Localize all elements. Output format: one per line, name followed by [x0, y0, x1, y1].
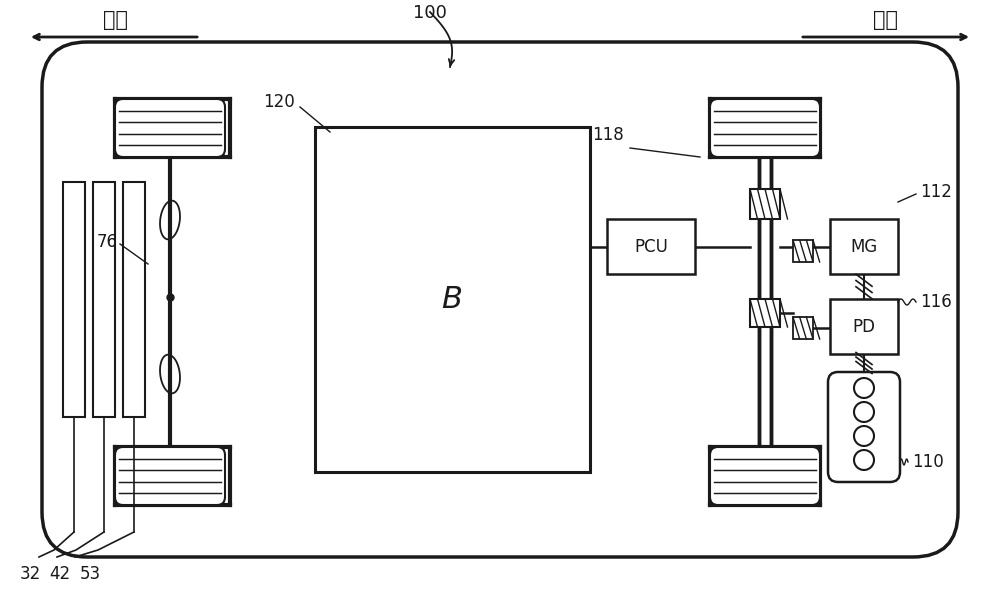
Bar [830, 299, 898, 354]
Bar [793, 317, 813, 339]
Text: 110: 110 [912, 453, 944, 471]
Bar [93, 182, 115, 417]
Text: MG: MG [850, 237, 878, 255]
FancyBboxPatch shape [115, 99, 225, 157]
Text: 118: 118 [592, 126, 624, 144]
Text: 42: 42 [49, 565, 71, 583]
Bar [63, 182, 85, 417]
Bar [315, 127, 590, 472]
FancyBboxPatch shape [115, 447, 225, 505]
FancyBboxPatch shape [42, 42, 958, 557]
FancyBboxPatch shape [828, 372, 900, 482]
Text: 后方: 后方 [872, 10, 898, 30]
Text: B: B [442, 285, 462, 313]
Text: 100: 100 [413, 4, 447, 22]
FancyBboxPatch shape [710, 447, 820, 505]
Bar [123, 182, 145, 417]
Text: 32: 32 [19, 565, 41, 583]
Bar [793, 240, 813, 262]
Text: 76: 76 [97, 233, 118, 251]
Text: 120: 120 [263, 93, 295, 111]
Text: 53: 53 [79, 565, 101, 583]
Bar [750, 189, 780, 219]
FancyBboxPatch shape [710, 99, 820, 157]
Text: 前方: 前方 [103, 10, 128, 30]
Text: PCU: PCU [634, 237, 668, 255]
Bar [607, 219, 695, 274]
Text: 116: 116 [920, 293, 952, 311]
Bar [750, 299, 780, 327]
Text: 112: 112 [920, 183, 952, 201]
Text: PD: PD [852, 318, 876, 335]
Bar [830, 219, 898, 274]
